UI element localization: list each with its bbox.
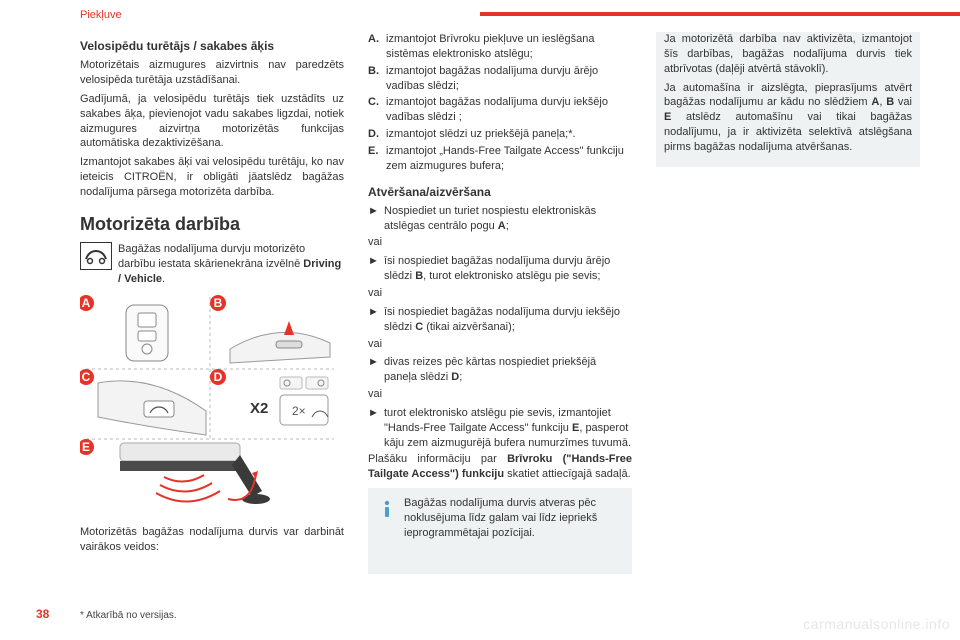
li-e: izmantojot „Hands-Free Tailgate Access" …: [386, 144, 632, 174]
arrow-icon: ►: [368, 305, 384, 335]
step-e: ► turot elektronisko atslēgu pie sevis, …: [368, 406, 632, 451]
arrow-icon: ►: [368, 254, 384, 284]
para-c1-1: Motorizētais aizmugures aizvirtnis nav p…: [80, 58, 344, 88]
vai-1: vai: [368, 235, 632, 250]
list-intro: Motorizētās bagāžas nodalījuma durvis va…: [80, 525, 344, 555]
subheading-open-close: Atvēršana/aizvēršana: [368, 184, 632, 200]
car-icon: [80, 242, 112, 270]
arrow-icon: ►: [368, 406, 384, 451]
arrow-icon: ►: [368, 355, 384, 385]
vai-3: vai: [368, 337, 632, 352]
para-c1-2: Gadījumā, ja velosipēdu turētājs tiek uz…: [80, 92, 344, 151]
method-list: A.izmantojot Brīvroku piekļuve un ieslēg…: [368, 32, 632, 174]
lt-d: D.: [368, 127, 386, 142]
footnote: * Atkarībā no versijas.: [80, 609, 177, 623]
label-b: B: [214, 296, 223, 310]
step1-bold: A: [498, 220, 506, 232]
li-b: izmantojot bagāžas nodalījuma durvju ārē…: [386, 64, 632, 94]
li-c: izmantojot bagāžas nodalījuma durvju iek…: [386, 95, 632, 125]
two-x-label: 2×: [292, 404, 306, 418]
lt-a: A.: [368, 32, 386, 62]
para-c1-3: Izmantojot sakabes āķi vai velosipēdu tu…: [80, 155, 344, 200]
li-a: izmantojot Brīvroku piekļuve un ieslēgša…: [386, 32, 632, 62]
heading-motorized: Motorizēta darbība: [80, 212, 344, 236]
settings-hint-text: Bagāžas nodalījuma durvju motorizēto dar…: [118, 243, 305, 270]
label-e: E: [82, 440, 90, 454]
step-c: ► īsi nospiediet bagāžas nodalījuma durv…: [368, 305, 632, 335]
step-d: ► divas reizes pēc kārtas nospiediet pri…: [368, 355, 632, 385]
settings-hint: Bagāžas nodalījuma durvju motorizēto dar…: [80, 242, 344, 287]
info-p2: Ja motorizētā darbība nav aktivizēta, iz…: [664, 32, 912, 77]
page-number: 38: [36, 606, 49, 622]
more-info: Plašāku informāciju par Brīvroku ("Hands…: [368, 452, 632, 482]
subheading-bike-carrier: Velosipēdu turētājs / sakabes āķis: [80, 38, 344, 54]
arrow-icon: ►: [368, 204, 384, 234]
li-d: izmantojot slēdzi uz priekšējā paneļa;*.: [386, 127, 576, 142]
header-accent-bar: [480, 12, 960, 16]
lt-e: E.: [368, 144, 386, 174]
info-p3: Ja automašīna ir aizslēgta, pieprasījums…: [664, 81, 912, 155]
vai-4: vai: [368, 387, 632, 402]
label-a: A: [82, 296, 91, 310]
tailgate-diagram: A B C D X2 2×: [80, 291, 344, 516]
lt-c: C.: [368, 95, 386, 125]
label-c: C: [82, 370, 91, 384]
page-body: Velosipēdu turētājs / sakabes āķis Motor…: [0, 22, 960, 574]
step1-post: ;: [506, 220, 509, 232]
x2-label: X2: [250, 400, 268, 417]
page-header: Piekļuve: [0, 0, 960, 22]
step1-pre: Nospiediet un turiet nospiestu elektroni…: [384, 205, 596, 232]
lt-b: B.: [368, 64, 386, 94]
step-b: ► īsi nospiediet bagāžas nodalījuma durv…: [368, 254, 632, 284]
label-d: D: [214, 370, 223, 384]
step-1: ► Nospiediet un turiet nospiestu elektro…: [368, 204, 632, 234]
info-icon: [376, 498, 398, 520]
info-p1: Bagāžas nodalījuma durvis atveras pēc no…: [404, 496, 624, 541]
vai-2: vai: [368, 286, 632, 301]
watermark: carmanualsonline.info: [803, 615, 950, 634]
section-title: Piekļuve: [80, 8, 122, 23]
